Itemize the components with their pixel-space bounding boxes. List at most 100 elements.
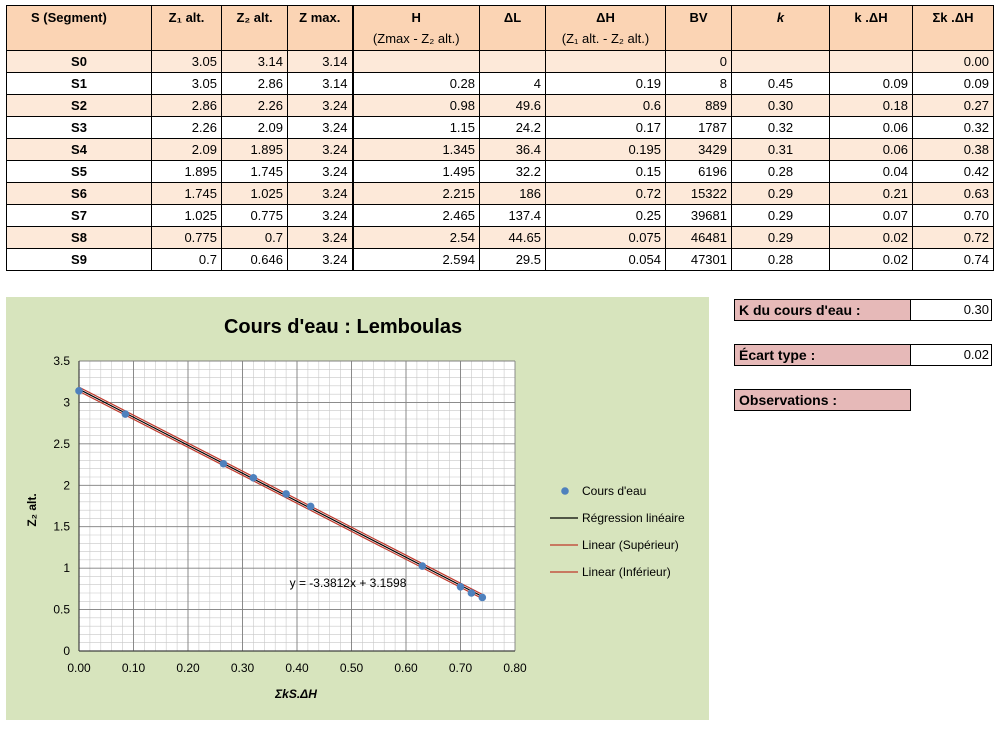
- table-cell[interactable]: 2.86: [151, 94, 222, 117]
- table-cell[interactable]: 0.28: [731, 160, 830, 183]
- table-cell[interactable]: 46481: [665, 226, 732, 249]
- header-delta-l[interactable]: ΔL: [479, 5, 546, 51]
- header-k-delta-h[interactable]: k .ΔH: [829, 5, 913, 51]
- table-cell[interactable]: 0.02: [829, 248, 913, 271]
- table-cell[interactable]: 39681: [665, 204, 732, 227]
- table-cell[interactable]: 3.24: [287, 204, 354, 227]
- table-cell[interactable]: 44.65: [479, 226, 546, 249]
- table-cell[interactable]: 3.24: [287, 116, 354, 139]
- table-cell[interactable]: 0.09: [912, 72, 994, 95]
- table-cell[interactable]: 137.4: [479, 204, 546, 227]
- table-cell[interactable]: 3.05: [151, 72, 222, 95]
- table-cell[interactable]: 3.24: [287, 138, 354, 161]
- table-cell[interactable]: 0.06: [829, 116, 913, 139]
- table-cell[interactable]: 2.86: [221, 72, 288, 95]
- table-cell[interactable]: 0.72: [912, 226, 994, 249]
- table-cell[interactable]: 0.775: [151, 226, 222, 249]
- table-cell[interactable]: 2.594: [352, 248, 480, 271]
- table-cell[interactable]: 3.24: [287, 182, 354, 205]
- table-cell[interactable]: 3.14: [287, 72, 354, 95]
- table-cell[interactable]: 0.07: [829, 204, 913, 227]
- table-cell[interactable]: 186: [479, 182, 546, 205]
- header-segment[interactable]: S (Segment): [6, 5, 152, 51]
- table-cell[interactable]: 0.42: [912, 160, 994, 183]
- table-cell[interactable]: 1787: [665, 116, 732, 139]
- k-value-cell[interactable]: 0.30: [911, 299, 992, 321]
- segment-cell[interactable]: S7: [6, 204, 152, 227]
- table-cell[interactable]: 1.025: [151, 204, 222, 227]
- table-cell[interactable]: 2.215: [352, 182, 480, 205]
- table-cell[interactable]: 24.2: [479, 116, 546, 139]
- table-cell[interactable]: 0.7: [151, 248, 222, 271]
- header-delta-h[interactable]: ΔH (Z₁ alt. - Z₂ alt.): [545, 5, 666, 51]
- header-z2[interactable]: Z₂ alt.: [221, 5, 288, 51]
- table-cell[interactable]: 0.06: [829, 138, 913, 161]
- table-cell[interactable]: 0.15: [545, 160, 666, 183]
- table-cell[interactable]: 3.14: [287, 50, 354, 73]
- table-cell[interactable]: 3.24: [287, 160, 354, 183]
- table-cell[interactable]: 0.25: [545, 204, 666, 227]
- table-cell[interactable]: [731, 50, 830, 73]
- table-cell[interactable]: 2.465: [352, 204, 480, 227]
- table-cell[interactable]: 2.26: [221, 94, 288, 117]
- table-cell[interactable]: 1.345: [352, 138, 480, 161]
- header-bv[interactable]: BV: [665, 5, 732, 51]
- header-zmax[interactable]: Z max.: [287, 5, 354, 51]
- table-cell[interactable]: 1.895: [151, 160, 222, 183]
- table-cell[interactable]: 29.5: [479, 248, 546, 271]
- header-sum-k-delta-h[interactable]: Σk .ΔH: [912, 5, 994, 51]
- table-cell[interactable]: 3429: [665, 138, 732, 161]
- table-cell[interactable]: 0.32: [731, 116, 830, 139]
- table-cell[interactable]: 49.6: [479, 94, 546, 117]
- table-cell[interactable]: 3.24: [287, 94, 354, 117]
- table-cell[interactable]: 0.21: [829, 182, 913, 205]
- table-cell[interactable]: 0.29: [731, 204, 830, 227]
- table-cell[interactable]: 1.895: [221, 138, 288, 161]
- table-cell[interactable]: 0.27: [912, 94, 994, 117]
- table-cell[interactable]: 0.28: [352, 72, 480, 95]
- table-cell[interactable]: 0.32: [912, 116, 994, 139]
- table-cell[interactable]: 0.98: [352, 94, 480, 117]
- table-cell[interactable]: 3.14: [221, 50, 288, 73]
- table-cell[interactable]: 0.19: [545, 72, 666, 95]
- table-cell[interactable]: 3.24: [287, 248, 354, 271]
- table-cell[interactable]: 889: [665, 94, 732, 117]
- table-cell[interactable]: 3.05: [151, 50, 222, 73]
- table-cell[interactable]: 2.09: [221, 116, 288, 139]
- table-cell[interactable]: 1.495: [352, 160, 480, 183]
- table-cell[interactable]: 0.04: [829, 160, 913, 183]
- table-cell[interactable]: 4: [479, 72, 546, 95]
- table-cell[interactable]: 0.38: [912, 138, 994, 161]
- table-cell[interactable]: 0.6: [545, 94, 666, 117]
- table-cell[interactable]: 47301: [665, 248, 732, 271]
- std-dev-cell[interactable]: 0.02: [911, 344, 992, 366]
- table-cell[interactable]: 32.2: [479, 160, 546, 183]
- segment-cell[interactable]: S5: [6, 160, 152, 183]
- segment-cell[interactable]: S4: [6, 138, 152, 161]
- segment-cell[interactable]: S9: [6, 248, 152, 271]
- table-cell[interactable]: 0.31: [731, 138, 830, 161]
- table-cell[interactable]: 0.775: [221, 204, 288, 227]
- segment-cell[interactable]: S3: [6, 116, 152, 139]
- table-cell[interactable]: [352, 50, 480, 73]
- table-cell[interactable]: 0.00: [912, 50, 994, 73]
- table-cell[interactable]: 0.054: [545, 248, 666, 271]
- segment-cell[interactable]: S6: [6, 182, 152, 205]
- table-cell[interactable]: 1.745: [221, 160, 288, 183]
- table-cell[interactable]: 2.54: [352, 226, 480, 249]
- table-cell[interactable]: 0.63: [912, 182, 994, 205]
- segment-cell[interactable]: S1: [6, 72, 152, 95]
- table-cell[interactable]: 1.745: [151, 182, 222, 205]
- table-cell[interactable]: 0: [665, 50, 732, 73]
- table-cell[interactable]: 1.025: [221, 182, 288, 205]
- table-cell[interactable]: 0.29: [731, 226, 830, 249]
- table-cell[interactable]: 0.29: [731, 182, 830, 205]
- table-cell[interactable]: 0.195: [545, 138, 666, 161]
- table-cell[interactable]: [829, 50, 913, 73]
- table-cell[interactable]: 3.24: [287, 226, 354, 249]
- segment-cell[interactable]: S0: [6, 50, 152, 73]
- segment-cell[interactable]: S2: [6, 94, 152, 117]
- table-cell[interactable]: 0.02: [829, 226, 913, 249]
- table-cell[interactable]: 2.26: [151, 116, 222, 139]
- table-cell[interactable]: 6196: [665, 160, 732, 183]
